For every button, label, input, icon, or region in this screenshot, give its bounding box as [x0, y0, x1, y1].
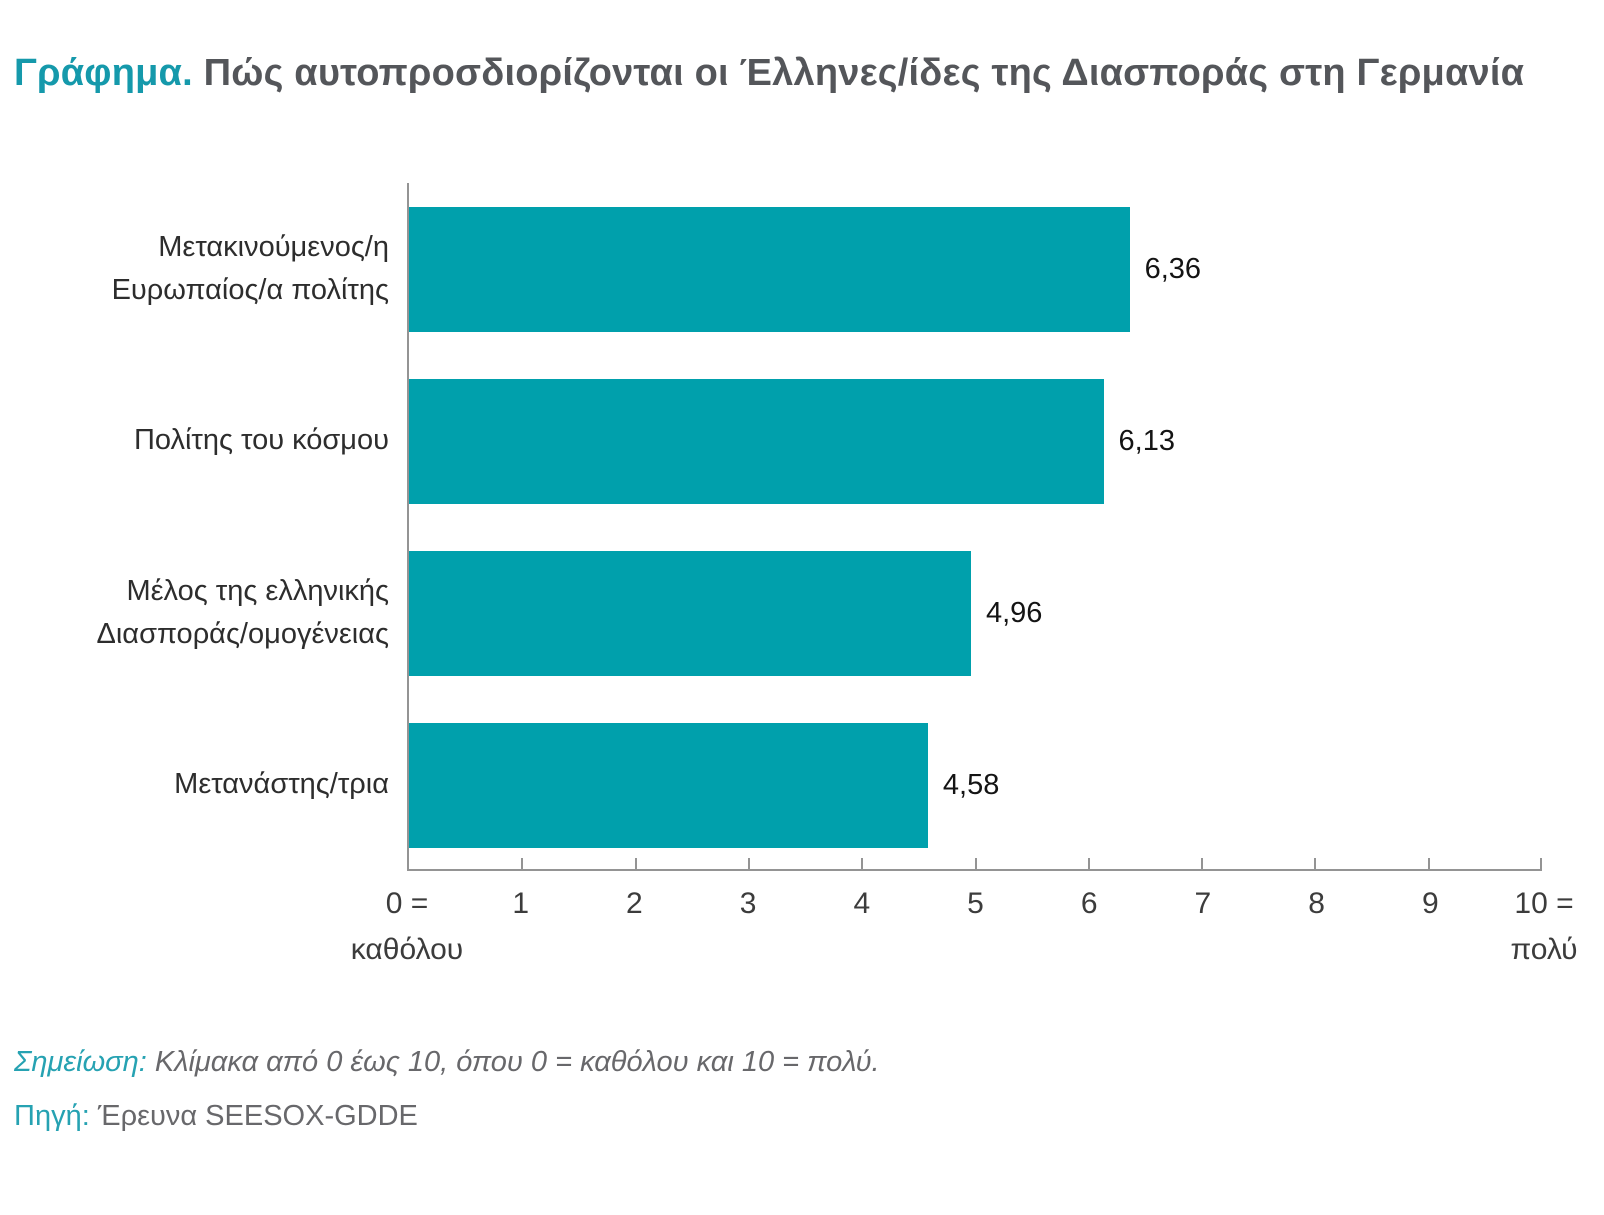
axis-tick [747, 858, 750, 869]
axis-tick [634, 858, 637, 869]
source-label: Πηγή: [14, 1100, 90, 1132]
x-tick-value: 8 [1308, 887, 1325, 920]
bar [409, 378, 1104, 504]
x-tick-value: 0 = [385, 887, 429, 920]
bar-value-label: 4,96 [985, 596, 1043, 629]
category-label: Μετακινούμενος/η Ευρωπαίος/α πολίτης [0, 183, 407, 355]
bar [409, 206, 1130, 332]
x-tick-value: 9 [1421, 887, 1439, 920]
x-tick-label: 8 [1308, 889, 1325, 919]
x-tick-value: 1 [512, 887, 530, 920]
bar-chart: Μετακινούμενος/η Ευρωπαίος/α πολίτης Πολίτ… [0, 183, 1542, 871]
bar-value-label: 6,13 [1118, 424, 1175, 457]
chart-title-text: Πώς αυτοπροσδιορίζονται οι Έλληνες/ίδες … [203, 52, 1525, 94]
chart-title-prefix: Γράφημα. [14, 52, 193, 94]
axis-tick [1201, 858, 1204, 869]
category-label: Μετανάστης/τρια [0, 699, 407, 871]
bar-row: 4,58 [409, 699, 1542, 871]
x-axis-labels: 0 = καθόλου 1 2 3 4 5 6 7 8 9 10 = πολύ [351, 889, 1578, 989]
axis-tick [1427, 858, 1430, 869]
note-label: Σημείωση: [14, 1046, 147, 1078]
axis-tick [861, 858, 864, 869]
category-label-line: Μετακινούμενος/η [158, 230, 389, 263]
bar-row: 6,13 [409, 355, 1542, 527]
chart-source: Πηγή: Έρευνα SEESOX-GDDE [14, 1100, 418, 1133]
x-tick-label: 1 [512, 889, 529, 919]
category-label-line: Ευρωπαίος/α πολίτης [111, 274, 389, 306]
x-tick-label: 5 [967, 889, 984, 919]
category-labels: Μετακινούμενος/η Ευρωπαίος/α πολίτης Πολίτ… [0, 183, 407, 871]
x-tick-value: 4 [853, 887, 871, 920]
chart-note: Σημείωση: Κλίμακα από 0 έως 10, όπου 0 =… [14, 1046, 880, 1079]
x-tick-label: 4 [853, 889, 870, 919]
x-tick-value: 2 [626, 887, 643, 920]
x-tick-value: 7 [1194, 887, 1212, 920]
category-label: Μέλος της ελληνικής Διασποράς/ομογένειας [0, 527, 407, 699]
source-text: Έρευνα SEESOX-GDDE [97, 1100, 418, 1132]
bar-row: 6,36 [409, 183, 1542, 355]
x-tick-label: 3 [740, 889, 757, 919]
category-label-line: Πολίτης του κόσμου [133, 424, 389, 457]
x-tick-sub-label: πολύ [1510, 933, 1578, 966]
x-tick-label: 6 [1081, 889, 1098, 919]
x-tick-sub-label: καθόλου [350, 933, 464, 966]
category-label-line: Μέλος της ελληνικής [126, 574, 389, 607]
bar-row: 4,96 [409, 527, 1542, 699]
x-tick-label: 10 = πολύ [1510, 889, 1577, 965]
x-tick-label: 9 [1422, 889, 1439, 919]
x-tick-label: 0 = καθόλου [351, 889, 463, 965]
x-tick-value: 6 [1080, 887, 1098, 920]
axis-tick [1540, 858, 1542, 869]
category-label-line: Διασποράς/ομογένειας [96, 618, 389, 650]
x-tick-value: 3 [739, 887, 757, 920]
x-tick-label: 2 [626, 889, 643, 919]
category-label-line: Μετανάστης/τρια [174, 768, 389, 801]
x-tick-value: 5 [967, 887, 984, 920]
axis-tick [1314, 858, 1317, 869]
chart-title: Γράφημα. Πώς αυτοπροσδιορίζονται οι Έλλη… [14, 52, 1524, 95]
x-tick-value: 10 = [1514, 887, 1574, 920]
axis-tick [974, 858, 977, 869]
category-label: Πολίτης του κόσμου [0, 355, 407, 527]
x-tick-label: 7 [1195, 889, 1212, 919]
bar-value-label: 4,58 [942, 768, 1000, 801]
bar-value-label: 6,36 [1144, 252, 1202, 285]
note-text: Κλίμακα από 0 έως 10, όπου 0 = καθόλου κ… [154, 1046, 880, 1078]
plot-area: 6,36 6,13 4,96 4,58 [407, 183, 1542, 871]
axis-tick [1087, 858, 1090, 869]
bar [409, 722, 928, 848]
axis-tick [521, 858, 524, 869]
bar [409, 550, 971, 676]
